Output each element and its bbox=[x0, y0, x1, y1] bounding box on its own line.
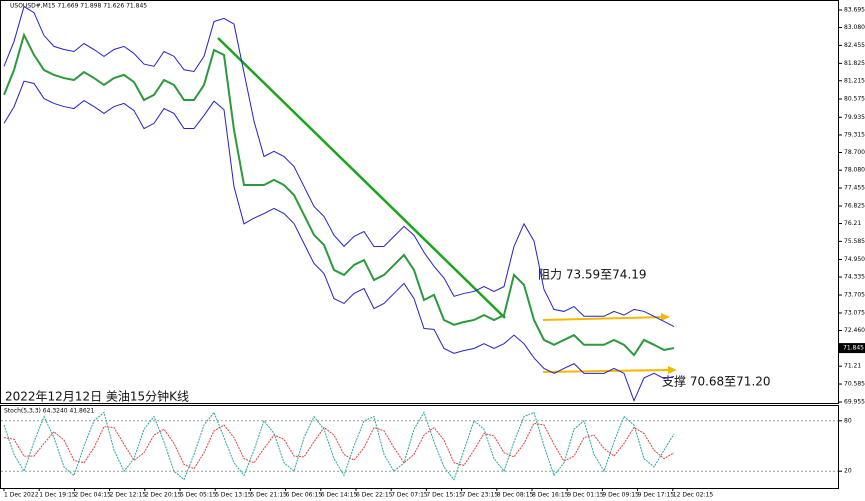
y-tick-label: 81.215 bbox=[844, 77, 865, 84]
x-tick-label: 6 Dec 06:15 bbox=[286, 492, 323, 499]
y-tick-label: 83.080 bbox=[844, 24, 865, 31]
x-tick-label: 5 Dec 13:15 bbox=[215, 492, 252, 499]
x-tick-label: 2 Dec 20:15 bbox=[145, 492, 182, 499]
y-tick-label: 70.585 bbox=[844, 381, 865, 388]
stoch-title: Stoch(5,3,3) 64.3240 41.8621 bbox=[4, 408, 95, 415]
y-tick-label: 73.705 bbox=[844, 292, 865, 299]
y-tick-label: 78.700 bbox=[844, 149, 865, 156]
y-tick-label: 74.950 bbox=[844, 256, 865, 263]
resistance-line bbox=[542, 316, 665, 321]
series-line bbox=[3, 80, 675, 403]
price-tag-label: 71.845 bbox=[843, 345, 864, 352]
price-panel bbox=[0, 0, 839, 404]
y-tick-label: 78.080 bbox=[844, 167, 865, 174]
x-tick-label: 5 Dec 21:15 bbox=[250, 492, 287, 499]
series-line bbox=[3, 422, 675, 470]
stoch-panel bbox=[0, 405, 839, 489]
series-line bbox=[3, 32, 675, 357]
x-tick-label: 9 Dec 17:15 bbox=[638, 492, 675, 499]
arrow-head bbox=[668, 366, 677, 374]
arrow-head bbox=[661, 313, 670, 321]
y-tick-label: 82.455 bbox=[844, 42, 865, 49]
y-tick-label: 83.695 bbox=[844, 7, 865, 14]
chart-title: USOUSD#,M15 71.669 71.898 71.626 71.845 bbox=[10, 3, 147, 10]
y-tick-label: 69.955 bbox=[844, 399, 865, 406]
y-tick-label: 72.460 bbox=[844, 327, 865, 334]
y-tick-label: 79.935 bbox=[844, 114, 865, 121]
x-tick-label: 12 Dec 02:15 bbox=[673, 492, 714, 499]
resistance-note: 阻力 73.59至74.19 bbox=[538, 268, 647, 282]
y-tick-label: 71.21 bbox=[844, 363, 861, 370]
x-tick-label: 1 Dec 19:15 bbox=[39, 492, 76, 499]
x-tick-label: 2 Dec 04:15 bbox=[74, 492, 111, 499]
x-tick-label: 1 Dec 2022 bbox=[4, 492, 39, 499]
x-tick-label: 9 Dec 09:15 bbox=[602, 492, 639, 499]
x-tick-label: 8 Dec 16:15 bbox=[532, 492, 569, 499]
support-note: 支撑 70.68至71.20 bbox=[662, 374, 771, 389]
y-tick-label: 76.825 bbox=[844, 203, 865, 210]
x-tick-label: 5 Dec 05:15 bbox=[180, 492, 217, 499]
x-tick-label: 7 Dec 23:15 bbox=[462, 492, 499, 499]
x-tick-label: 6 Dec 22:15 bbox=[356, 492, 393, 499]
y-tick-label: 80.575 bbox=[844, 96, 865, 103]
y-tick-label: 79.315 bbox=[844, 131, 865, 138]
y-tick-label: 81.825 bbox=[844, 60, 865, 67]
y-tick-label: 76.21 bbox=[844, 220, 861, 227]
x-tick-label: 6 Dec 14:15 bbox=[321, 492, 358, 499]
x-tick-label: 2 Dec 12:15 bbox=[110, 492, 147, 499]
y-tick-label: 73.075 bbox=[844, 309, 865, 316]
trend-line bbox=[217, 37, 506, 319]
x-tick-label: 7 Dec 15:15 bbox=[426, 492, 463, 499]
y-tick-label: 77.455 bbox=[844, 185, 865, 192]
y-tick-label: 74.335 bbox=[844, 274, 865, 281]
y-tick-label: 20 bbox=[844, 468, 852, 475]
x-tick-label: 7 Dec 07:15 bbox=[391, 492, 428, 499]
x-tick-label: 9 Dec 01:15 bbox=[567, 492, 604, 499]
series-line bbox=[3, 5, 675, 327]
support-line bbox=[542, 369, 672, 373]
caption: 2022年12月12日 美油15分钟K线 bbox=[5, 389, 189, 404]
x-tick-label: 8 Dec 08:15 bbox=[497, 492, 534, 499]
y-tick-label: 75.585 bbox=[844, 238, 865, 245]
y-tick-label: 80 bbox=[844, 417, 852, 424]
price-tag bbox=[839, 343, 865, 354]
series-line bbox=[3, 411, 675, 481]
